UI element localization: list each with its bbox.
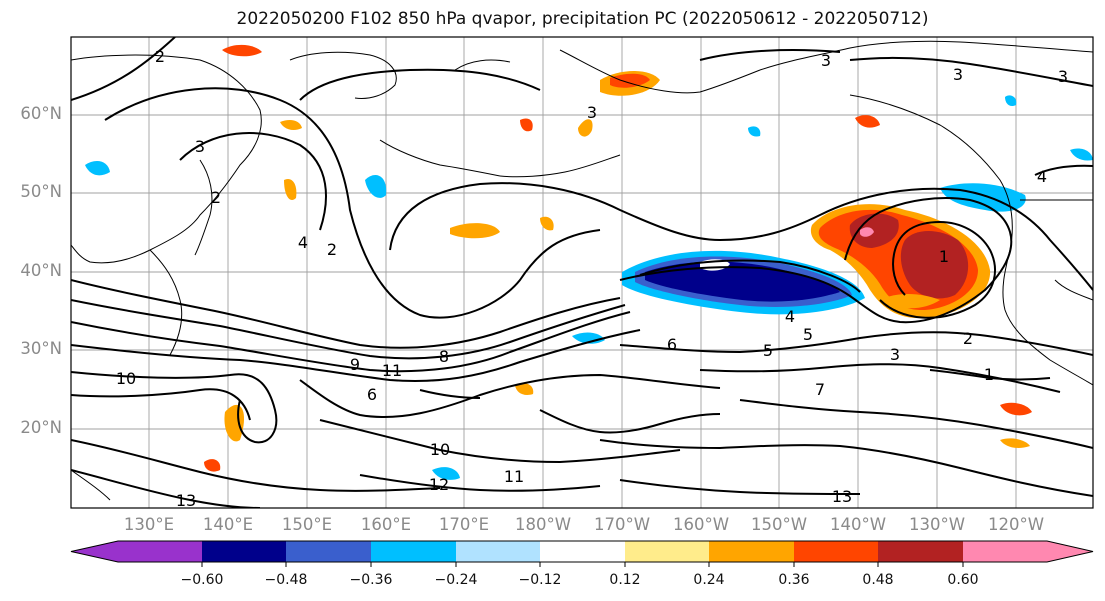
contour-label: 2 — [211, 188, 221, 207]
colorbar-tick: 0.12 — [609, 572, 641, 588]
lon-label-130e: 130°E — [123, 515, 175, 534]
colorbar-bin — [202, 541, 286, 562]
lon-label-130w: 130°W — [908, 515, 966, 534]
contour-label: 9 — [350, 355, 360, 374]
contour-label: 2 — [963, 329, 973, 348]
lon-label-170e: 170°E — [438, 515, 490, 534]
colorbar-bin — [625, 541, 709, 562]
colorbar-tick: 0.48 — [862, 572, 894, 588]
colorbar-bin — [118, 541, 202, 562]
lat-label-60n: 60°N — [20, 104, 62, 123]
colorbar-tick: −0.48 — [264, 572, 308, 588]
contour-label: 1 — [939, 247, 949, 266]
colorbar-tick: −0.36 — [349, 572, 393, 588]
contour-label: 8 — [439, 347, 449, 366]
contour-label: 3 — [821, 51, 831, 70]
lat-label-50n: 50°N — [20, 182, 62, 201]
colorbar-tick: 0.36 — [778, 572, 810, 588]
precip-fill-layer — [85, 44, 1093, 480]
colorbar-bin — [456, 541, 540, 562]
contour-label: 3 — [890, 345, 900, 364]
lon-label-160e: 160°E — [360, 515, 412, 534]
colorbar-outline — [70, 540, 1094, 563]
colorbar-bin — [286, 541, 371, 562]
colorbar-bin — [540, 541, 625, 562]
contour-label: 2 — [155, 47, 165, 66]
colorbar-tick: −0.24 — [434, 572, 478, 588]
contour-label: 7 — [815, 380, 825, 399]
contour-label: 3 — [1058, 67, 1068, 86]
lon-label-150e: 150°E — [281, 515, 333, 534]
lon-label-180w: 180°W — [514, 515, 572, 534]
colorbar — [70, 540, 1094, 567]
lat-label-20n: 20°N — [20, 418, 62, 437]
contour-label: 3 — [587, 103, 597, 122]
colorbar-bin — [794, 541, 878, 562]
qvapor-contours — [71, 37, 1093, 508]
colorbar-bin — [371, 541, 456, 562]
lon-label-150w: 150°W — [750, 515, 808, 534]
contour-label: 3 — [953, 65, 963, 84]
map-frame — [70, 36, 1094, 509]
contour-label: 3 — [195, 137, 205, 156]
contour-label: 11 — [504, 467, 524, 486]
lon-label-160w: 160°W — [672, 515, 730, 534]
contour-label: 11 — [382, 361, 402, 380]
plot-title: 2022050200 F102 850 hPa qvapor, precipit… — [236, 9, 929, 29]
lon-label-140w: 140°W — [829, 515, 887, 534]
colorbar-extend-max — [1047, 541, 1093, 562]
colorbar-tick: −0.12 — [518, 572, 562, 588]
contour-label: 12 — [429, 475, 449, 494]
contour-label: 13 — [176, 491, 196, 510]
contour-label: 1 — [984, 365, 994, 384]
colorbar-tick: 0.60 — [947, 572, 979, 588]
contour-label: 10 — [116, 369, 136, 388]
colorbar-bin — [878, 541, 963, 562]
lon-label-120w: 120°W — [987, 515, 1045, 534]
contour-label: 5 — [803, 325, 813, 344]
contour-label: 6 — [667, 335, 677, 354]
contour-label: 5 — [763, 341, 773, 360]
contour-label: 4 — [298, 233, 308, 252]
colorbar-bin — [709, 541, 794, 562]
contour-label: 4 — [1037, 167, 1047, 186]
lat-label-30n: 30°N — [20, 339, 62, 358]
contour-label: 2 — [327, 240, 337, 259]
colorbar-bin — [963, 541, 1047, 562]
contour-label: 4 — [785, 307, 795, 326]
lon-label-140e: 140°E — [202, 515, 254, 534]
colorbar-tick: 0.24 — [693, 572, 725, 588]
colorbar-tick: −0.60 — [180, 572, 224, 588]
contour-label: 13 — [832, 487, 852, 506]
colorbar-extend-min — [71, 541, 118, 562]
contour-label: 6 — [367, 385, 377, 404]
lon-label-170w: 170°W — [593, 515, 651, 534]
lat-label-40n: 40°N — [20, 261, 62, 280]
contour-label: 10 — [430, 440, 450, 459]
